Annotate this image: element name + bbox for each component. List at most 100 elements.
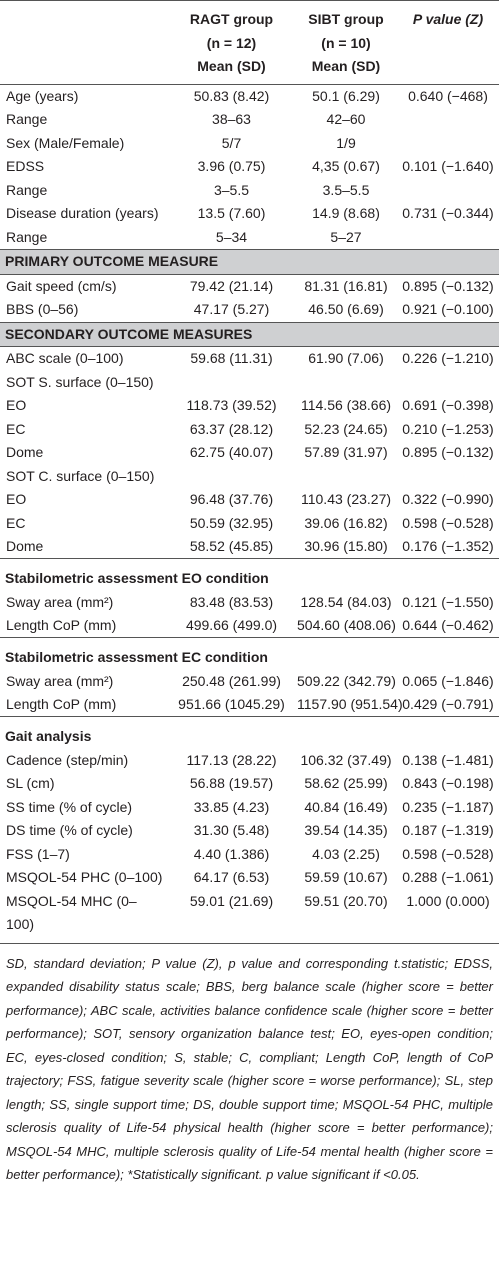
cell (397, 108, 499, 132)
cell: 38–63 (212, 111, 251, 127)
header-row: RAGT group (n = 12) Mean (SD) SIBT group (n … (0, 0, 499, 85)
cell: 58.62 (25.99) (304, 775, 388, 791)
row-label: EO (6, 491, 27, 507)
row-label: FSS (1–7) (6, 845, 70, 862)
cell: 46.50 (6.69) (308, 301, 384, 317)
row-label: EC (6, 420, 26, 437)
cell: 33.85 (4.23) (193, 798, 270, 815)
row-label: Range (6, 181, 48, 198)
cell: 50.1 (6.29) (312, 87, 380, 104)
cell: 59.51 (20.70) (304, 892, 388, 909)
table-header: RAGT group (n = 12) Mean (SD) SIBT group (n … (0, 0, 499, 85)
cell: 0.598 (−0.528) (402, 845, 494, 862)
cell: 1/9 (336, 134, 356, 151)
row-label: MSQOL-54 MHC (0–100) (6, 892, 137, 933)
cell: 114.56 (38.66) (300, 397, 392, 413)
cell: 0.187 (−1.319) (402, 822, 494, 838)
section-title: Stabilometric assessment EC condition (0, 637, 499, 670)
row-label: SL (cm) (6, 775, 55, 791)
cell: 79.42 (21.14) (189, 277, 274, 294)
cell: 3–5.5 (213, 181, 250, 198)
data-row: EC 50.59 (32.95) 39.06 (16.82) 0.598 (−0.52… (0, 512, 499, 536)
data-row: ABC scale (0–100) 59.68 (11.31) 61.90 (7.0… (0, 347, 499, 371)
cell (168, 371, 295, 395)
header-cell: P value (Z) (397, 1, 499, 85)
cell: 59.59 (10.67) (304, 869, 388, 885)
section-row: SECONDARY OUTCOME MEASURES (0, 321, 499, 347)
cell: 47.17 (5.27) (193, 301, 270, 317)
cell: 30.96 (15.80) (304, 538, 388, 554)
header-line: (n = 10) (321, 34, 371, 51)
cell: 59.68 (11.31) (190, 350, 273, 366)
row-label: EC (6, 514, 26, 531)
cell: 14.9 (8.68) (312, 205, 380, 221)
data-row: Length CoP (mm) 951.66 (1045.29) 1157.90 (… (0, 693, 499, 717)
cell: 5/7 (221, 134, 242, 151)
cell: 0.640 (−468) (408, 87, 488, 104)
data-row: SOT S. surface (0–150) (0, 371, 499, 395)
data-row: SS time (% of cycle) 33.85 (4.23) 40.84 (1… (0, 796, 499, 820)
section-title: PRIMARY OUTCOME MEASURE (0, 249, 499, 275)
data-row: MSQOL-54 MHC (0–100) 59.01 (21.69) 59.51 (… (0, 890, 499, 937)
row-label: Range (6, 111, 48, 127)
row-label: SS time (% of cycle) (6, 798, 133, 815)
row-label: EDSS (6, 158, 45, 174)
cell: 5–27 (330, 228, 362, 245)
data-row: Range 5–34 5–27 (0, 226, 499, 250)
cell: 81.31 (16.81) (304, 277, 388, 294)
cell: 0.210 (−1.253) (402, 420, 494, 437)
cell: 0.895 (−0.132) (402, 444, 494, 460)
cell: 0.322 (−0.990) (402, 491, 494, 507)
cell: 42–60 (326, 111, 366, 127)
footnote: SD, standard deviation; P value (Z), p v… (0, 942, 499, 1187)
data-row: BBS (0–56) 47.17 (5.27) 46.50 (6.69) 0.921 … (0, 298, 499, 322)
cell: 0.065 (−1.846) (402, 672, 494, 689)
row-label: Dome (6, 538, 44, 554)
section-title: SECONDARY OUTCOME MEASURES (0, 321, 499, 347)
cell: 1157.90 (951.54) (297, 696, 403, 712)
data-table: RAGT group (n = 12) Mean (SD) SIBT group (n … (0, 0, 499, 937)
cell: 4.03 (2.25) (312, 845, 380, 862)
cell (397, 371, 499, 395)
row-label: Dome (6, 444, 44, 460)
cell: 106.32 (37.49) (300, 751, 392, 768)
header-cell (0, 1, 168, 85)
cell: 61.90 (7.06) (308, 350, 384, 366)
cell: 128.54 (84.03) (300, 593, 392, 610)
cell: 250.48 (261.99) (182, 672, 281, 689)
cell (295, 465, 397, 489)
cell: 0.288 (−1.061) (402, 869, 494, 885)
data-row: DS time (% of cycle) 31.30 (5.48) 39.54 (1… (0, 819, 499, 843)
header-line: Mean (SD) (311, 58, 381, 74)
cell: 0.895 (−0.132) (402, 277, 494, 294)
row-label: Disease duration (years) (6, 205, 159, 221)
data-row: EO 96.48 (37.76) 110.43 (23.27) 0.322 (−0.9… (0, 488, 499, 512)
cell: 52.23 (24.65) (304, 420, 388, 437)
cell: 50.59 (32.95) (189, 514, 274, 531)
row-label: Length CoP (mm) (6, 617, 117, 633)
section-row: Stabilometric assessment EO condition (0, 558, 499, 591)
cell: 13.5 (7.60) (197, 205, 266, 221)
data-row: Dome 58.52 (45.85) 30.96 (15.80) 0.176 (−1.… (0, 535, 499, 559)
cell: 118.73 (39.52) (186, 397, 277, 413)
row-label: Sway area (mm²) (6, 672, 114, 689)
cell: 57.89 (31.97) (304, 444, 388, 460)
header-line: Mean (SD) (197, 58, 266, 74)
data-row: Age (years) 50.83 (8.42) 50.1 (6.29) 0.640 … (0, 84, 499, 108)
data-row: MSQOL-54 PHC (0–100) 64.17 (6.53) 59.59 (1… (0, 866, 499, 890)
section-title: Stabilometric assessment EO condition (0, 558, 499, 591)
row-label: MSQOL-54 PHC (0–100) (6, 869, 163, 885)
section-row: Gait analysis (0, 716, 499, 749)
cell: 499.66 (499.0) (185, 617, 278, 633)
row-label: Length CoP (mm) (6, 696, 117, 712)
data-row: SOT C. surface (0–150) (0, 465, 499, 489)
row-label: BBS (0–56) (6, 301, 79, 317)
data-row: Length CoP (mm) 499.66 (499.0) 504.60 (408… (0, 614, 499, 638)
header-line: (n = 12) (206, 34, 257, 51)
cell: 83.48 (83.53) (189, 593, 274, 610)
cell: 1.000 (0.000) (406, 892, 490, 909)
cell: 63.37 (28.12) (189, 420, 274, 437)
row-label: Cadence (step/min) (6, 751, 129, 768)
data-row: Sway area (mm²) 83.48 (83.53) 128.54 (84.0… (0, 591, 499, 615)
